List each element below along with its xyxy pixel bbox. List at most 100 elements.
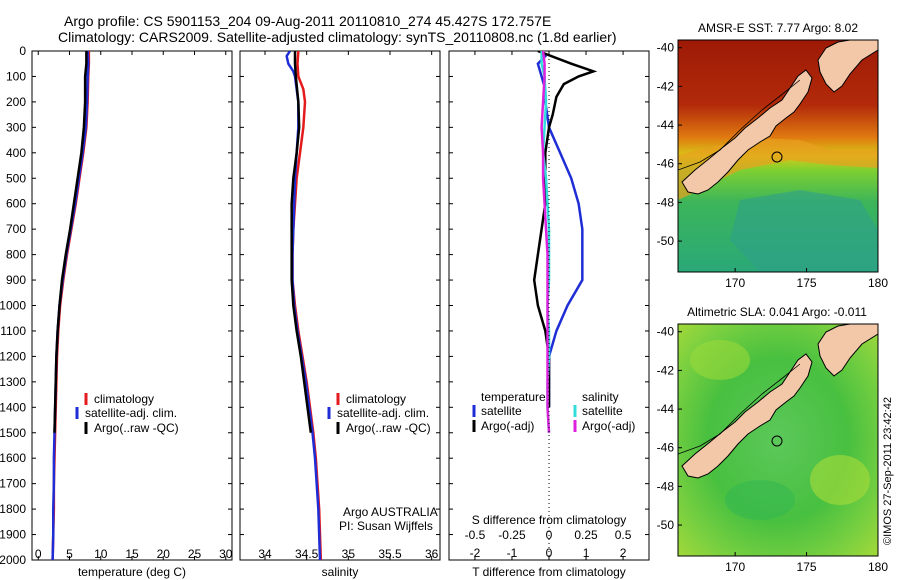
- difference-series: [532, 51, 598, 433]
- x-tick-label: 2: [620, 546, 627, 560]
- legend-label-argo: Argo(..raw -QC): [94, 421, 179, 435]
- nz-north-island-tip: [817, 40, 878, 93]
- series-line-argo-raw-qc-: [290, 51, 313, 433]
- sla-patch-2: [810, 455, 870, 505]
- depth-tick-label: 500: [6, 171, 26, 185]
- map-y-tick-label: -50: [657, 234, 675, 248]
- nz-south-island: [681, 353, 813, 479]
- annotation-argo-australia: Argo AUSTRALIA: [343, 505, 438, 519]
- legend-label-s-satellite: satellite: [582, 404, 623, 418]
- depth-axis: 0100200300400500600700800900100011001200…: [0, 44, 649, 567]
- depth-tick-label: 1200: [0, 349, 26, 363]
- x-tick-label: 20: [157, 547, 171, 561]
- x-tick-label: 0: [35, 547, 42, 561]
- depth-tick-label: 400: [6, 146, 26, 160]
- series-line-temperature-satellite: [536, 51, 584, 408]
- s-tick-label: -0.25: [498, 528, 526, 542]
- sst-map: [678, 40, 878, 272]
- title-line-2: Climatology: CARS2009. Satellite-adjuste…: [58, 29, 616, 45]
- depth-tick-label: 0: [19, 44, 26, 58]
- sla-map: [678, 324, 878, 556]
- legend-label-t-argo: Argo(-adj): [481, 419, 534, 433]
- x-tick-label: 25: [188, 547, 202, 561]
- sla-map-tick-labels: -40 -42 -44 -46 -48 -50 170 175 180: [657, 325, 889, 574]
- depth-tick-label: 1400: [0, 400, 26, 414]
- map-y-tick-label: -40: [657, 41, 675, 55]
- x-tick-label: 35.5: [378, 547, 402, 561]
- x-tick-label: 35: [342, 547, 356, 561]
- map-y-tick-label: -50: [657, 518, 675, 532]
- argo-float-marker: [771, 435, 783, 447]
- title-line-1: Argo profile: CS 5901153_204 09-Aug-2011…: [64, 13, 551, 29]
- s-tick-label: -0.5: [465, 528, 486, 542]
- map-y-tick-label: -46: [657, 157, 675, 171]
- x-tick-label: 5: [66, 547, 73, 561]
- sst-cool-patch: [730, 190, 878, 272]
- salinity-plot-frame: [239, 50, 441, 561]
- temperature-xlabel: temperature (deg C): [78, 565, 186, 579]
- x-tick-label: 15: [125, 547, 139, 561]
- map-y-tick-label: -42: [657, 363, 675, 377]
- nz-south-island: [681, 69, 813, 195]
- legend-label-satellite: satellite-adj. clim.: [85, 406, 177, 420]
- bathymetry-contour: [678, 363, 801, 455]
- map-y-tick-label: -42: [657, 79, 675, 93]
- depth-tick-label: 1700: [0, 477, 26, 491]
- x-tick-label: 30: [219, 547, 233, 561]
- legend-label-s-argo: Argo(-adj): [582, 419, 635, 433]
- depth-tick-label: 1100: [0, 324, 26, 338]
- temperature-series: [51, 51, 91, 560]
- legend-title-salinity: salinity: [582, 390, 619, 404]
- depth-tick-label: 300: [6, 120, 26, 134]
- legend-label-argo: Argo(..raw -QC): [346, 421, 431, 435]
- depth-tick-label: 200: [6, 95, 26, 109]
- x-tick-label: 10: [94, 547, 108, 561]
- map-x-tick-label: 170: [725, 560, 745, 574]
- sst-map-tick-labels: -40 -42 -44 -46 -48 -50 170 175 180: [657, 41, 889, 290]
- depth-tick-label: 1000: [0, 299, 26, 313]
- sla-patch-1: [690, 340, 750, 380]
- legend-label-climatology: climatology: [94, 392, 154, 406]
- depth-tick-label: 100: [6, 69, 26, 83]
- x-tick-label: -1: [507, 546, 518, 560]
- salinity-legend: climatology satellite-adj. clim. Argo(..…: [327, 392, 438, 533]
- depth-tick-label: 900: [6, 273, 26, 287]
- bathymetry-contour: [678, 79, 801, 171]
- depth-tick-label: 1500: [0, 426, 26, 440]
- s-tick-label: 0.5: [615, 528, 632, 542]
- temperature-legend: climatology satellite-adj. clim. Argo(..…: [75, 392, 179, 435]
- depth-tick-label: 1600: [0, 451, 26, 465]
- x-tick-label: -2: [470, 546, 481, 560]
- difference-legend: temperature salinity satellite Argo(-adj…: [472, 390, 635, 433]
- depth-tick-label: 1900: [0, 528, 26, 542]
- depth-tick-label: 600: [6, 197, 26, 211]
- salinity-x-axis: 34 34.5 35 35.5 36: [258, 51, 439, 561]
- map-x-tick-label: 175: [797, 560, 817, 574]
- sla-map-frame: [677, 323, 879, 557]
- map-x-tick-label: 170: [725, 276, 745, 290]
- x-tick-label: 0: [546, 546, 553, 560]
- imos-watermark: ©IMOS 27-Sep-2011 23:42:42: [882, 397, 894, 545]
- sst-map-title: AMSR-E SST: 7.77 Argo: 8.02: [698, 21, 858, 35]
- depth-tick-label: 800: [6, 248, 26, 262]
- legend-label-climatology: climatology: [346, 392, 406, 406]
- x-tick-label: 36: [425, 547, 439, 561]
- map-x-tick-label: 175: [797, 276, 817, 290]
- salinity-xlabel: salinity: [322, 565, 359, 579]
- depth-tick-label: 2000: [0, 553, 26, 567]
- difference-xlabel: T difference from climatology: [472, 565, 626, 579]
- x-tick-label: 34: [258, 547, 272, 561]
- series-line-salinity-argo-adj-: [540, 51, 551, 433]
- annotation-pi: PI: Susan Wijffels: [339, 519, 433, 533]
- map-y-tick-label: -40: [657, 325, 675, 339]
- sla-patch-3: [725, 480, 795, 520]
- argo-float-marker: [771, 151, 783, 163]
- x-tick-label: 34.5: [295, 547, 319, 561]
- map-y-tick-label: -48: [657, 479, 675, 493]
- legend-label-t-satellite: satellite: [481, 404, 522, 418]
- series-line-argo-raw-qc-: [53, 51, 88, 433]
- map-y-tick-label: -46: [657, 441, 675, 455]
- map-x-tick-label: 180: [868, 560, 888, 574]
- sst-map-frame: [677, 39, 879, 273]
